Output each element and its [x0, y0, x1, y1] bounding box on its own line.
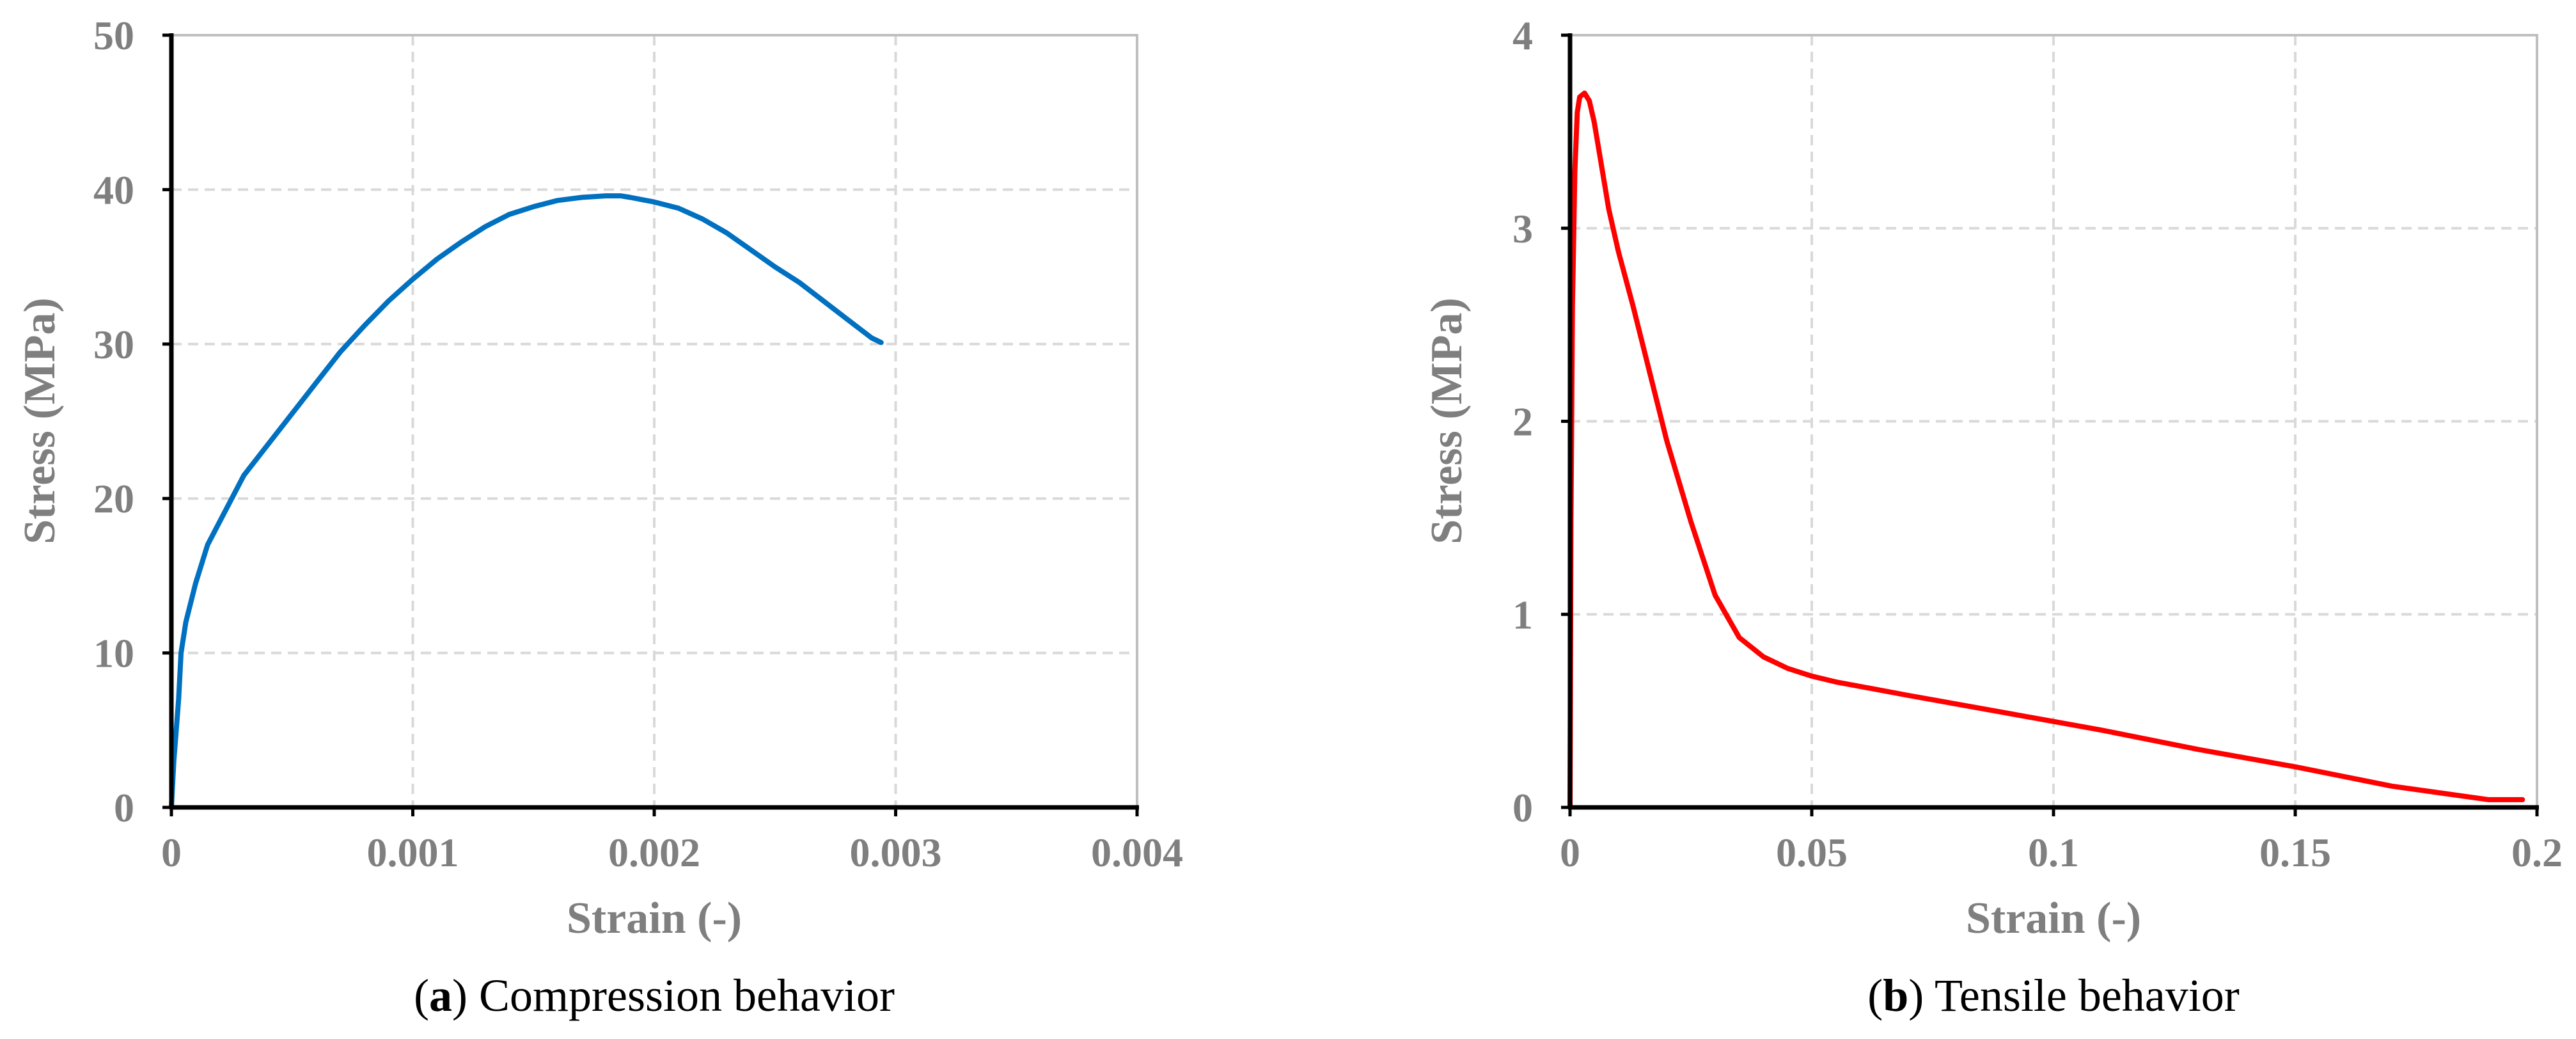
compression-ytick-label-2: 20	[93, 476, 134, 521]
compression-xtick-label-4: 0.004	[1091, 830, 1183, 875]
compression-caption-open: (	[414, 970, 429, 1021]
tensile-caption-letter: b	[1883, 970, 1908, 1021]
tensile-xtick-label-3: 0.15	[2259, 830, 2331, 875]
panel-tensile: 0 0.05 0.1 0.15 0.2 0 1 2 3 4 Stress (MPa) Strain…	[1422, 13, 2563, 1021]
compression-ytick-label-5: 50	[93, 13, 134, 58]
tensile-ticks: 0 0.05 0.1 0.15 0.2 0 1 2 3 4	[1512, 13, 2563, 875]
tensile-xtick-label-4: 0.2	[2511, 830, 2563, 875]
compression-caption-letter: a	[429, 970, 452, 1021]
tensile-grid	[1570, 35, 2537, 807]
tensile-caption-text: ) Tensile behavior	[1908, 970, 2239, 1021]
tensile-caption: (b) Tensile behavior	[1867, 970, 2240, 1021]
tensile-caption-open: (	[1867, 970, 1883, 1021]
compression-ticks: 0 0.001 0.002 0.003 0.004 0 10 20 30 40 50	[93, 13, 1183, 875]
tensile-ytick-label-1: 1	[1512, 592, 1533, 637]
compression-ytick-label-0: 0	[114, 785, 134, 830]
tensile-series-line	[1567, 90, 2525, 810]
tensile-ytick-label-0: 0	[1512, 785, 1533, 830]
compression-ytick-label-3: 30	[93, 322, 134, 367]
tensile-y-axis-title: Stress (MPa)	[1422, 297, 1472, 544]
compression-caption-text: ) Compression behavior	[452, 970, 895, 1021]
tensile-ytick-label-4: 4	[1512, 13, 1533, 58]
tensile-x-axis-title: Strain (-)	[1966, 894, 2141, 943]
compression-x-axis-title: Strain (-)	[567, 894, 742, 943]
compression-ytick-label-1: 10	[93, 631, 134, 676]
tensile-xtick-label-2: 0.1	[2028, 830, 2079, 875]
compression-xtick-label-2: 0.002	[608, 830, 700, 875]
compression-xtick-label-3: 0.003	[850, 830, 942, 875]
tensile-ytick-label-2: 2	[1512, 399, 1533, 445]
compression-xtick-label-0: 0	[161, 830, 182, 875]
compression-y-axis-title: Stress (MPa)	[15, 297, 65, 544]
compression-grid	[171, 35, 1137, 807]
compression-caption: (a) Compression behavior	[414, 970, 895, 1021]
tensile-xtick-label-0: 0	[1560, 830, 1580, 875]
tensile-xtick-label-1: 0.05	[1776, 830, 1848, 875]
compression-series-line	[169, 193, 884, 810]
panel-compression: 0 0.001 0.002 0.003 0.004 0 10 20 30 40 50 Stress …	[15, 13, 1183, 1021]
tensile-ytick-label-3: 3	[1512, 206, 1533, 251]
compression-xtick-label-1: 0.001	[367, 830, 459, 875]
compression-ytick-label-4: 40	[93, 167, 134, 212]
